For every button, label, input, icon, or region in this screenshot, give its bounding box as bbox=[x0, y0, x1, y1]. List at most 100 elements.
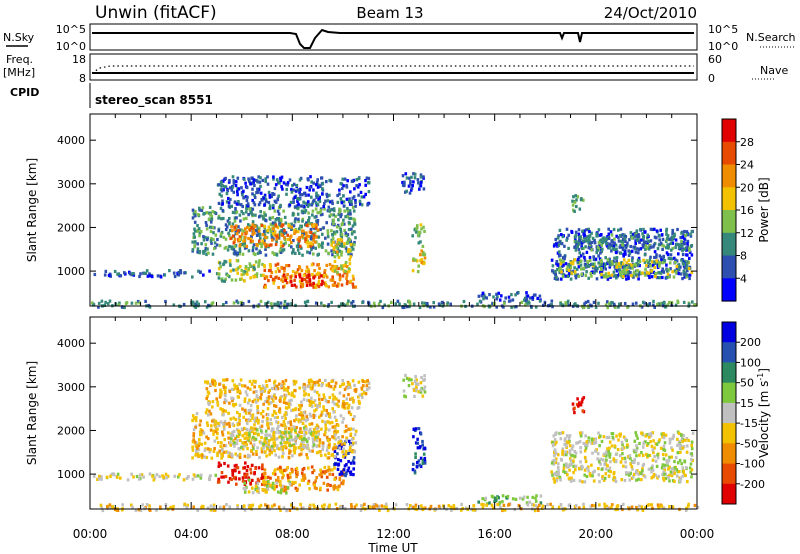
data-cell bbox=[317, 243, 321, 247]
data-cell bbox=[357, 399, 361, 403]
data-cell bbox=[207, 303, 210, 307]
data-cell bbox=[312, 443, 316, 447]
data-cell bbox=[323, 202, 326, 206]
data-cell bbox=[328, 468, 331, 472]
data-cell bbox=[628, 478, 632, 482]
data-cell bbox=[336, 253, 340, 257]
data-cell bbox=[643, 475, 647, 479]
data-cell bbox=[230, 188, 234, 192]
data-cell bbox=[261, 198, 264, 202]
data-cell bbox=[232, 181, 236, 185]
data-cell bbox=[422, 225, 425, 229]
data-cell bbox=[307, 241, 311, 245]
data-cell bbox=[407, 384, 411, 388]
data-cell bbox=[552, 462, 556, 466]
data-cell bbox=[343, 222, 346, 226]
data-cell bbox=[344, 424, 348, 428]
data-cell bbox=[214, 381, 217, 385]
data-cell bbox=[130, 301, 134, 305]
data-cell bbox=[244, 195, 248, 199]
data-cell bbox=[301, 421, 305, 425]
data-cell bbox=[294, 486, 298, 490]
data-cell bbox=[359, 508, 363, 512]
data-cell bbox=[599, 457, 602, 461]
data-cell bbox=[610, 240, 614, 244]
data-cell bbox=[251, 213, 254, 217]
data-cell bbox=[303, 473, 306, 477]
data-cell bbox=[254, 228, 258, 233]
data-cell bbox=[584, 273, 588, 277]
data-cell bbox=[685, 263, 689, 267]
data-cell bbox=[277, 431, 281, 435]
data-cell bbox=[423, 261, 426, 265]
data-cell bbox=[677, 470, 681, 474]
data-cell bbox=[307, 200, 310, 204]
data-cell bbox=[222, 422, 225, 426]
data-cell bbox=[349, 472, 353, 476]
data-cell bbox=[686, 242, 689, 246]
data-cell bbox=[308, 412, 312, 416]
data-cell bbox=[646, 264, 650, 268]
data-cell bbox=[254, 484, 258, 488]
nave-line bbox=[91, 65, 694, 74]
data-cell bbox=[288, 480, 292, 484]
data-cell bbox=[321, 441, 325, 445]
data-cell bbox=[344, 260, 348, 265]
data-cell bbox=[265, 384, 269, 388]
data-cell bbox=[340, 442, 344, 446]
data-cell bbox=[259, 184, 262, 188]
data-cell bbox=[315, 476, 318, 480]
data-cell bbox=[256, 428, 259, 432]
data-cell bbox=[191, 248, 195, 252]
data-cell bbox=[308, 221, 311, 226]
data-cell bbox=[260, 223, 264, 228]
data-cell bbox=[616, 448, 620, 452]
data-cell bbox=[221, 199, 224, 203]
data-cell bbox=[622, 275, 625, 279]
data-cell bbox=[647, 467, 651, 471]
data-cell bbox=[303, 277, 307, 281]
data-cell bbox=[310, 263, 314, 267]
data-cell bbox=[679, 476, 683, 480]
data-cell bbox=[223, 427, 226, 431]
data-cell bbox=[644, 247, 647, 251]
data-cell bbox=[334, 265, 337, 269]
data-cell bbox=[550, 470, 553, 474]
data-cell bbox=[234, 180, 238, 184]
data-cell bbox=[279, 240, 283, 244]
data-cell bbox=[305, 453, 308, 457]
data-cell bbox=[340, 472, 344, 476]
data-cell bbox=[164, 299, 167, 304]
data-cell bbox=[585, 440, 589, 444]
data-cell bbox=[349, 397, 352, 401]
data-cell bbox=[419, 456, 423, 460]
data-cell bbox=[606, 300, 609, 304]
data-cell bbox=[145, 503, 149, 507]
data-cell bbox=[656, 247, 660, 251]
data-cell bbox=[255, 274, 259, 279]
data-cell bbox=[289, 423, 293, 427]
data-cell bbox=[607, 260, 610, 264]
data-cell bbox=[289, 200, 293, 204]
data-cell bbox=[655, 229, 659, 233]
data-cell bbox=[269, 274, 273, 279]
data-cell bbox=[569, 479, 573, 483]
data-cell bbox=[287, 243, 291, 247]
data-cell bbox=[231, 210, 235, 214]
data-cell bbox=[422, 175, 425, 179]
data-cell bbox=[350, 406, 354, 410]
data-cell bbox=[258, 455, 261, 460]
data-cell bbox=[251, 249, 255, 253]
data-cell bbox=[225, 399, 228, 403]
data-cell bbox=[577, 255, 581, 260]
data-cell bbox=[668, 455, 671, 459]
data-cell bbox=[587, 264, 590, 268]
data-cell bbox=[662, 444, 666, 448]
data-cell bbox=[276, 467, 280, 471]
data-cell bbox=[342, 417, 345, 421]
data-cell bbox=[281, 437, 284, 441]
data-cell bbox=[315, 439, 318, 443]
data-cell bbox=[259, 429, 263, 433]
data-cell bbox=[674, 245, 677, 250]
data-cell bbox=[244, 441, 247, 445]
